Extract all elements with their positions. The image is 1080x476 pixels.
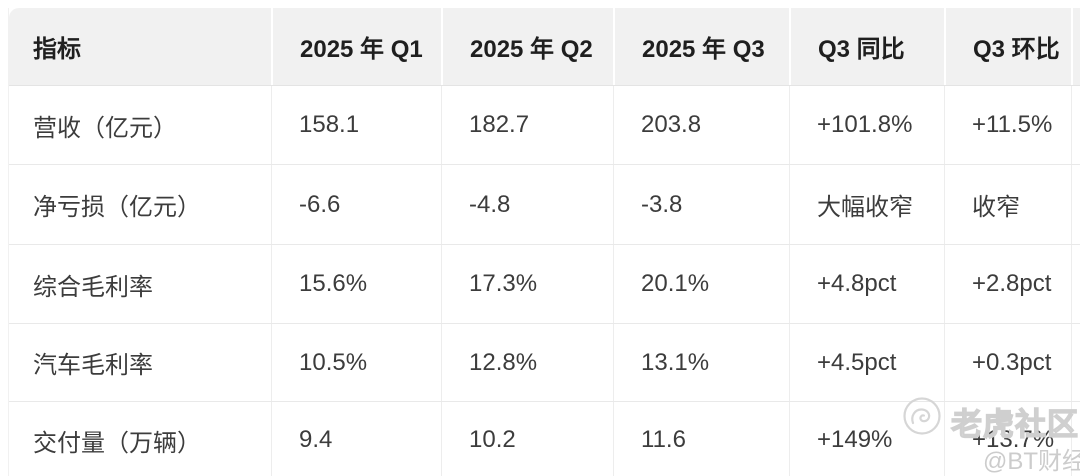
header-cell-q2: 2025 年 Q2 (441, 8, 613, 85)
cell-value: 20.1% (613, 245, 789, 323)
cell-spacer (1071, 86, 1080, 164)
table-row-net-loss: 净亏损（亿元） -6.6 -4.8 -3.8 大幅收窄 收窄 (9, 165, 1080, 245)
cell-value: 203.8 (613, 86, 789, 164)
cell-value: -3.8 (613, 165, 789, 244)
financial-metrics-table: 指标 2025 年 Q1 2025 年 Q2 2025 年 Q3 Q3 同比 Q… (8, 8, 1080, 476)
row-label: 净亏损（亿元） (33, 194, 201, 221)
cell-spacer (1071, 324, 1080, 401)
cell-value: +101.8% (789, 86, 944, 164)
cell-spacer (1071, 402, 1080, 476)
header-cell-qoq: Q3 环比 (944, 8, 1071, 85)
cell-value: 大幅收窄 (789, 165, 944, 244)
cell-value: +13.7% (944, 402, 1071, 476)
cell-value: +0.3pct (944, 324, 1071, 401)
table-row-deliveries: 交付量（万辆） 9.4 10.2 11.6 +149% +13.7% (9, 402, 1080, 476)
table-row-vehicle-margin: 汽车毛利率 10.5% 12.8% 13.1% +4.5pct +0.3pct (9, 324, 1080, 402)
cell-value: +2.8pct (944, 245, 1071, 323)
cell-value: 15.6% (271, 245, 441, 323)
table-header-row: 指标 2025 年 Q1 2025 年 Q2 2025 年 Q3 Q3 同比 Q… (9, 8, 1080, 86)
cell-value: 9.4 (271, 402, 441, 476)
cell-value: -6.6 (271, 165, 441, 244)
cell-value: 158.1 (271, 86, 441, 164)
table-row-gross-margin: 综合毛利率 15.6% 17.3% 20.1% +4.8pct +2.8pct (9, 245, 1080, 324)
cell-value: +4.5pct (789, 324, 944, 401)
header-cell-q1: 2025 年 Q1 (271, 8, 441, 85)
row-label: 汽车毛利率 (33, 352, 153, 379)
cell-value: 17.3% (441, 245, 613, 323)
cell-spacer (1071, 165, 1080, 244)
cell-value: -4.8 (441, 165, 613, 244)
row-label: 综合毛利率 (33, 273, 153, 301)
cell-value: 13.1% (613, 324, 789, 401)
row-label: 交付量（万辆） (33, 429, 201, 457)
cell-value: 12.8% (441, 324, 613, 401)
row-label: 营收（亿元） (33, 114, 177, 142)
cell-value: 182.7 (441, 86, 613, 164)
cell-spacer (1071, 245, 1080, 323)
cell-value: 10.2 (441, 402, 613, 476)
cell-value: 10.5% (271, 324, 441, 401)
header-cell-q3: 2025 年 Q3 (613, 8, 789, 85)
cell-value: 11.6 (613, 402, 789, 476)
header-cell-yoy: Q3 同比 (789, 8, 944, 85)
cell-value: +11.5% (944, 86, 1071, 164)
header-cell-indicator: 指标 (9, 8, 271, 85)
header-cell-spacer (1071, 8, 1080, 85)
cell-value: +149% (789, 402, 944, 476)
cell-value: 收窄 (944, 165, 1071, 244)
cell-value: +4.8pct (789, 245, 944, 323)
table-row-revenue: 营收（亿元） 158.1 182.7 203.8 +101.8% +11.5% (9, 86, 1080, 165)
